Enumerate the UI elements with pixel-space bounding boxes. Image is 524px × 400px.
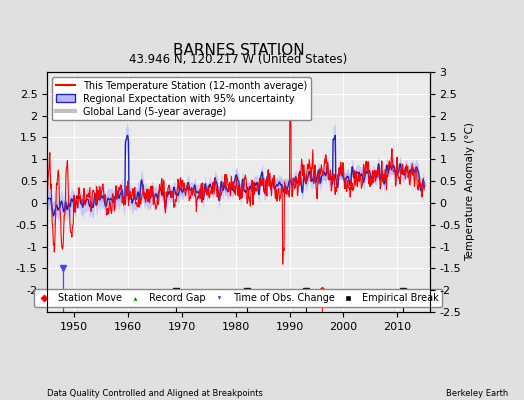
Y-axis label: Temperature Anomaly (°C): Temperature Anomaly (°C): [465, 122, 475, 262]
Legend: Station Move, Record Gap, Time of Obs. Change, Empirical Break: Station Move, Record Gap, Time of Obs. C…: [35, 289, 442, 307]
Text: Data Quality Controlled and Aligned at Breakpoints: Data Quality Controlled and Aligned at B…: [47, 389, 263, 398]
Text: BARNES STATION: BARNES STATION: [172, 43, 304, 58]
Text: 43.946 N, 120.217 W (United States): 43.946 N, 120.217 W (United States): [129, 53, 347, 66]
Text: Berkeley Earth: Berkeley Earth: [446, 389, 508, 398]
